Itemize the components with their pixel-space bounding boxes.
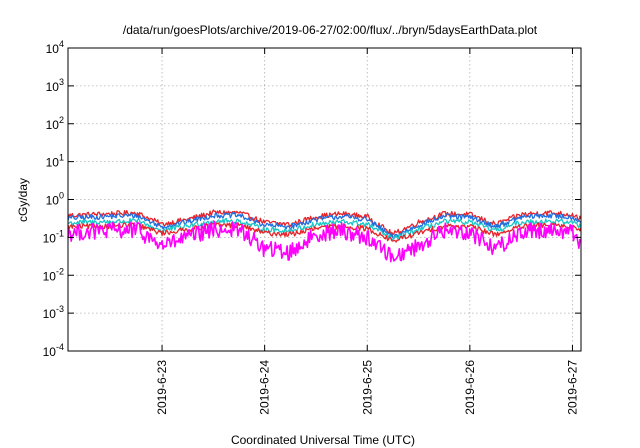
y-axis: 10-4 10-3 10-2 10-1 100 101 102 103 104 (43, 39, 581, 359)
y-tick-label: 103 (46, 77, 64, 94)
x-tick-label: 2019-6-23 (155, 360, 169, 415)
y-tick-label: 104 (46, 39, 64, 56)
y-tick-label: 102 (46, 115, 64, 132)
y-axis-label: cGy/day (16, 178, 30, 222)
y-tick-label: 100 (46, 191, 64, 208)
x-axis-label: Coordinated Universal Time (UTC) (231, 433, 415, 447)
series-line (67, 220, 582, 263)
y-tick-label: 101 (46, 153, 64, 170)
chart-title: /data/run/goesPlots/archive/2019-06-27/0… (123, 23, 538, 37)
series-layer (67, 209, 582, 263)
x-tick-label: 2019-6-26 (463, 360, 477, 415)
grid-lines (68, 48, 581, 351)
y-tick-label: 10-1 (43, 228, 64, 245)
x-tick-label: 2019-6-27 (565, 360, 579, 415)
y-tick-label: 10-3 (43, 304, 64, 321)
x-axis: 2019-6-23 2019-6-24 2019-6-25 2019-6-26 2019… (155, 48, 579, 415)
x-tick-label: 2019-6-24 (258, 360, 272, 415)
y-tick-label: 10-2 (43, 266, 64, 283)
x-tick-label: 2019-6-25 (360, 360, 374, 415)
y-tick-label: 10-4 (43, 342, 64, 359)
series-line (67, 222, 582, 243)
